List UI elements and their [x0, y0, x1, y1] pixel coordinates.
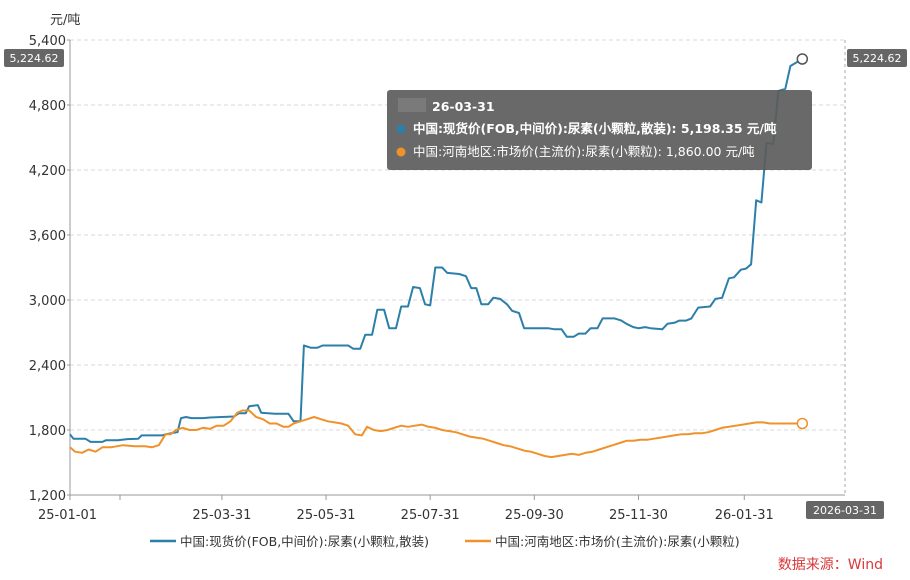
x-tick-label: 25-03-31 — [192, 508, 251, 523]
series-line-2 — [69, 409, 803, 459]
left-value-badge-text: 5,224.62 — [10, 52, 59, 65]
y-tick-label: 1,200 — [29, 489, 66, 504]
tooltip-series2-marker — [396, 147, 406, 157]
tooltip-series1-marker — [396, 124, 406, 134]
left-value-badge: 5,224.62 — [4, 49, 64, 67]
y-tick-label: 3,600 — [29, 229, 66, 244]
legend-label-series2: 中国:河南地区:市场价(主流价):尿素(小颗粒) — [495, 534, 740, 549]
legend[interactable]: 中国:现货价(FOB,中间价):尿素(小颗粒,散装) 中国:河南地区:市场价(主… — [150, 534, 740, 549]
y-tick-label: 3,000 — [29, 294, 66, 309]
series-end-marker-2 — [796, 417, 809, 430]
series-lines — [69, 53, 809, 459]
x-tick-label: 25-01-01 — [38, 508, 97, 523]
tooltip-title: 26-03-31 — [432, 99, 495, 114]
x-tick-label: 25-11-30 — [609, 508, 668, 523]
y-tick-label: 4,800 — [29, 99, 66, 114]
y-tick-label: 1,800 — [29, 424, 66, 439]
y-tick-label: 5,400 — [29, 34, 66, 49]
series-end-marker-1 — [796, 53, 809, 65]
crosshair-date-badge: 2026-03-31 — [806, 501, 884, 519]
x-tick-label: 25-09-30 — [505, 508, 564, 523]
y-unit-label: 元/吨 — [50, 13, 80, 28]
tooltip: 26-03-31 中国:现货价(FOB,中间价):尿素(小颗粒,散装): 5,1… — [387, 90, 812, 170]
tooltip-row-series1: 中国:现货价(FOB,中间价):尿素(小颗粒,散装): 5,198.35 元/吨 — [413, 121, 777, 136]
axes: 1,200 1,800 2,400 3,000 3,600 4,200 4,800 5,400… — [29, 34, 845, 523]
data-source-label: 数据来源：Wind — [778, 557, 883, 573]
y-tick-label: 2,400 — [29, 359, 66, 374]
x-tick-label: 25-05-31 — [297, 508, 356, 523]
x-tick-label: 25-07-31 — [401, 508, 460, 523]
series-line-1 — [69, 58, 803, 443]
x-tick-label: 26-01-31 — [715, 508, 774, 523]
right-value-badge: 5,224.62 — [847, 49, 907, 67]
y-tick-label: 4,200 — [29, 164, 66, 179]
tooltip-redacted-block — [398, 98, 426, 112]
tooltip-row-series2: 中国:河南地区:市场价(主流价):尿素(小颗粒): 1,860.00 元/吨 — [413, 144, 755, 159]
crosshair-date-text: 2026-03-31 — [813, 504, 877, 517]
right-value-badge-text: 5,224.62 — [853, 52, 902, 65]
legend-label-series1: 中国:现货价(FOB,中间价):尿素(小颗粒,散装) — [180, 534, 429, 549]
